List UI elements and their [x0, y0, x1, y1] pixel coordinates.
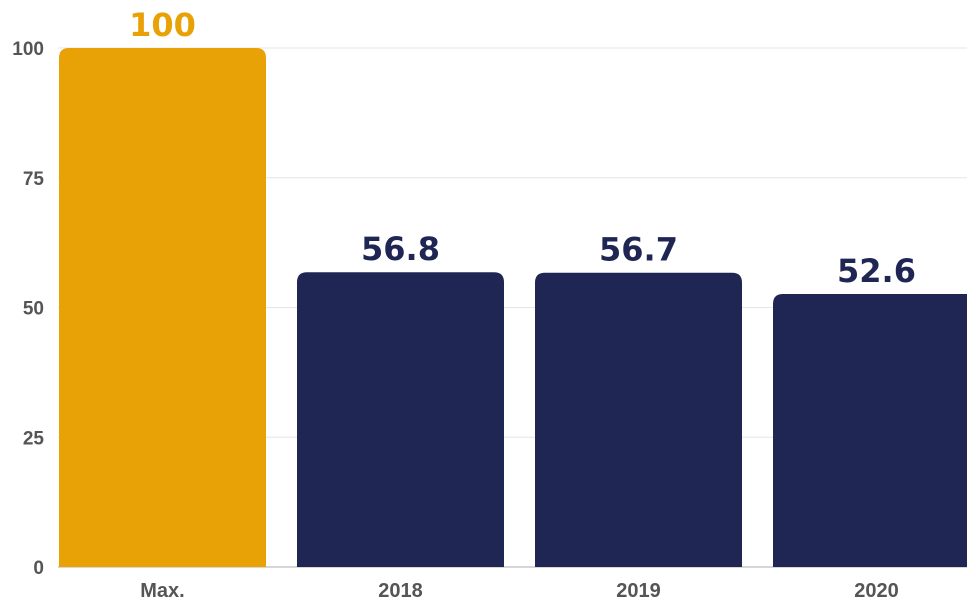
value-label: 52.6 [837, 252, 916, 290]
x-tick-label: 2020 [854, 580, 899, 600]
value-label: 100 [129, 6, 196, 44]
x-axis: Max. 2018 2019 2020 [140, 580, 898, 600]
y-axis: 0 25 50 75 100 [12, 39, 44, 579]
y-tick-label: 100 [12, 39, 44, 60]
y-tick-label: 25 [23, 428, 45, 449]
y-tick-label: 50 [23, 299, 44, 320]
y-tick-label: 0 [33, 558, 44, 579]
bar-max [59, 48, 266, 567]
value-label: 56.7 [599, 231, 678, 269]
bar-2020 [773, 294, 967, 567]
value-labels: 100 56.8 56.7 52.6 [129, 6, 916, 290]
x-tick-label: 2018 [378, 580, 423, 600]
y-tick-label: 75 [23, 169, 45, 190]
x-tick-label: 2019 [616, 580, 661, 600]
bars [59, 48, 967, 567]
value-label: 56.8 [361, 230, 440, 268]
x-tick-label: Max. [140, 580, 184, 600]
bar-2018 [297, 272, 504, 567]
bar-2019 [535, 272, 742, 567]
